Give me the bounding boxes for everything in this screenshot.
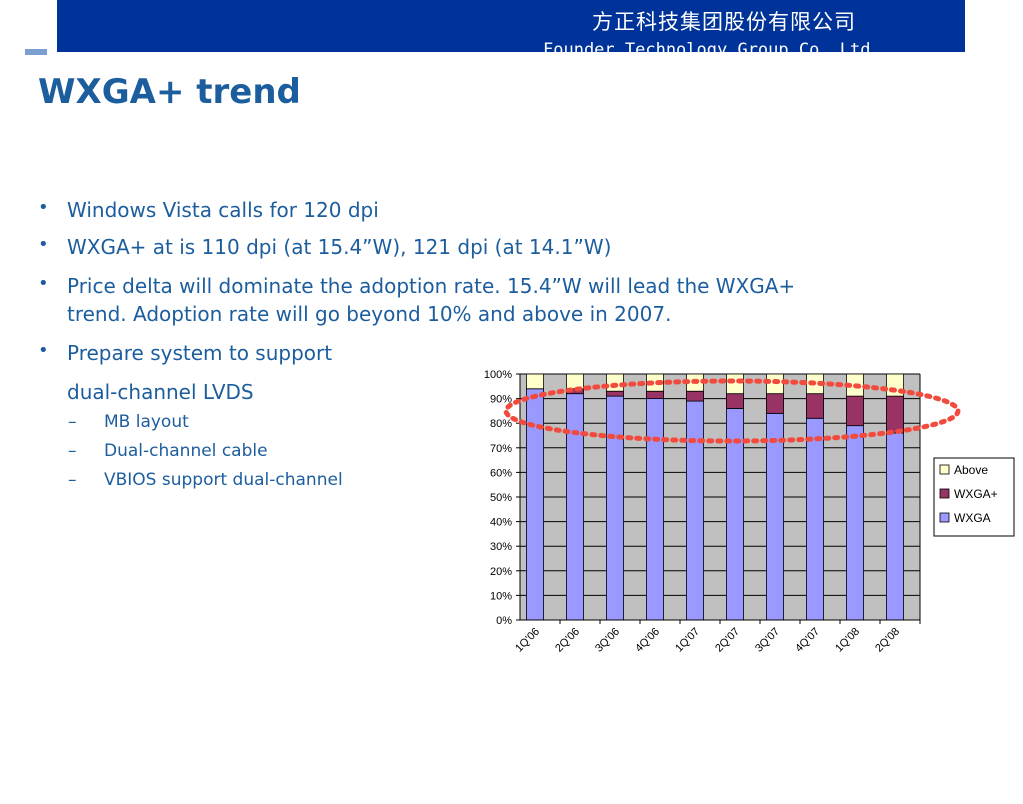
bullet-dot-icon: • (38, 234, 49, 255)
bar-segment (605, 390, 624, 397)
y-tick-label: 90% (490, 394, 512, 406)
bullet-dot-icon: • (38, 273, 49, 294)
bar-segment (566, 373, 585, 390)
bar-segment (845, 395, 864, 427)
bar-segment (845, 425, 864, 621)
y-tick-label: 70% (490, 443, 512, 455)
header-band: 方正科技集团股份有限公司 Founder Technology Group Co… (57, 0, 965, 52)
y-tick-label: 30% (490, 541, 512, 553)
dash-marker: – (68, 470, 77, 490)
bar-segment (885, 395, 904, 434)
bullet-text: Windows Vista calls for 120 dpi (67, 198, 379, 222)
x-tick-label: 2Q'08 (873, 626, 902, 655)
bar-segment (566, 393, 585, 621)
bullet-text: WXGA+ at is 110 dpi (at 15.4”W), 121 dpi… (67, 235, 612, 259)
legend-label: WXGA+ (954, 487, 998, 501)
header-accent-mark (25, 49, 47, 55)
legend-label: Above (954, 463, 988, 477)
bar-segment (725, 373, 744, 395)
x-tick-label: 2Q'07 (713, 626, 742, 655)
bar-segment (526, 373, 545, 390)
sub-bullet-text: VBIOS support dual-channel (104, 470, 343, 490)
bullet-text: trend. Adoption rate will go beyond 10% … (67, 302, 672, 326)
x-tick-label: 1Q'07 (673, 626, 702, 655)
stacked-bar-chart: 0% 10% 20% 30% 40% 50% 60% 70% 80% 90% 100% 1Q'06 2Q… (484, 369, 1015, 655)
bar-segment (645, 398, 664, 621)
bullet-dot-icon: • (38, 197, 49, 218)
dash-marker: – (68, 412, 77, 432)
company-name-chinese: 方正科技集团股份有限公司 (592, 10, 856, 34)
bar-segment (885, 432, 904, 621)
legend-swatch (939, 464, 950, 475)
slide-title: WXGA+ trend (38, 72, 301, 112)
bar-segment (805, 393, 824, 419)
x-tick-label: 4Q'06 (633, 626, 662, 655)
bullet-dot-icon: • (38, 340, 49, 361)
y-tick-label: 20% (490, 566, 512, 578)
company-name-english: Founder Technology Group Co.,Ltd (543, 40, 871, 52)
highlight-ellipse (503, 378, 961, 444)
bar-segment (805, 417, 824, 621)
bullet-text: Prepare system to support (67, 341, 333, 365)
legend-swatch (939, 488, 950, 499)
sub-bullet-text: Dual-channel cable (104, 441, 268, 461)
legend-label: WXGA (954, 511, 991, 525)
y-tick-label: 10% (490, 590, 512, 602)
y-tick-label: 0% (496, 615, 512, 627)
y-tick-label: 80% (490, 418, 512, 430)
bar-segment (725, 393, 744, 409)
x-tick-label: 2Q'06 (553, 626, 582, 655)
x-tick-label: 3Q'07 (753, 626, 782, 655)
bar-segment (645, 390, 664, 399)
y-tick-label: 60% (490, 467, 512, 479)
dash-marker: – (68, 441, 77, 461)
bullet-text: Price delta will dominate the adoption r… (67, 274, 796, 298)
y-tick-label: 100% (484, 369, 512, 381)
y-tick-label: 40% (490, 517, 512, 529)
bar-segment (765, 412, 784, 621)
bar-segment (765, 393, 784, 414)
bar-segment (605, 395, 624, 621)
legend-swatch (939, 512, 950, 523)
x-tick-label: 4Q'07 (793, 626, 822, 655)
sub-bullet-text: MB layout (104, 412, 189, 432)
bar-segment (685, 400, 704, 621)
x-tick-label: 1Q'06 (513, 626, 542, 655)
x-tick-label: 3Q'06 (593, 626, 622, 655)
bar-segment (685, 390, 704, 402)
y-tick-label: 50% (490, 492, 512, 504)
bullet-text: dual-channel LVDS (67, 380, 254, 404)
x-tick-label: 1Q'08 (833, 626, 862, 655)
